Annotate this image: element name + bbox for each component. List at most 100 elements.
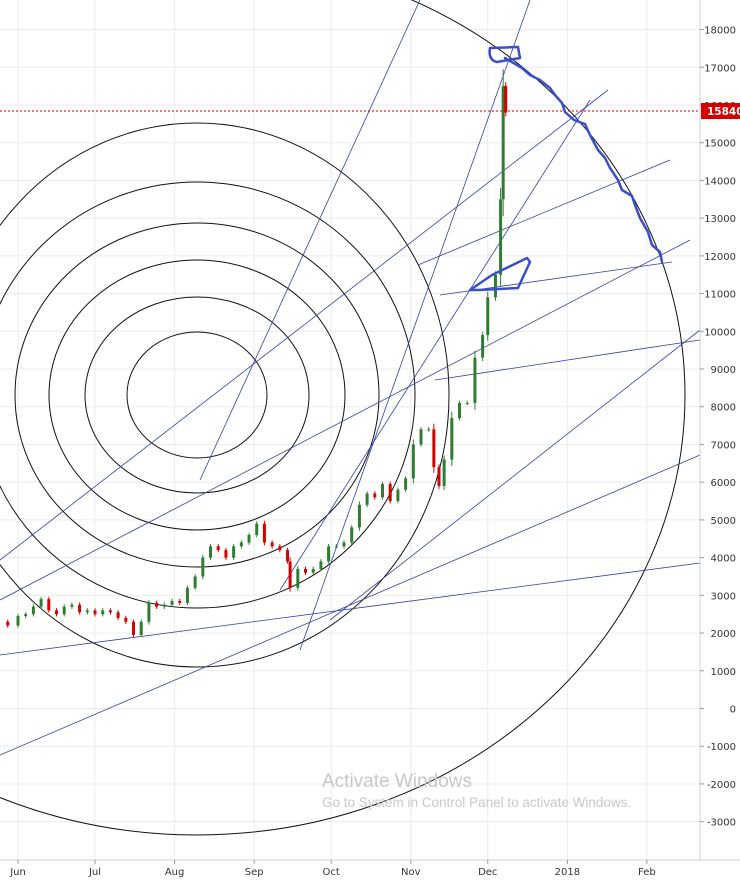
drawn-circle [48, 259, 346, 531]
trend-line [0, 562, 701, 656]
candle-body [162, 604, 166, 607]
candle-body [411, 444, 415, 479]
candle-body [78, 604, 82, 613]
x-tick-label: Jul [88, 867, 101, 878]
candle-body [155, 602, 159, 607]
y-tick-label: 8000 [711, 403, 736, 414]
candle-body [139, 621, 143, 635]
x-tick-label: Nov [401, 867, 421, 878]
candle-body [6, 621, 10, 626]
candle-body [70, 604, 74, 607]
y-tick-label: 0 [730, 705, 736, 716]
drawn-circle [14, 222, 380, 568]
candle-body [101, 610, 105, 615]
x-tick-label: Jun [9, 867, 26, 878]
candle-body [373, 493, 377, 498]
candle-body [216, 546, 220, 551]
candle-body [465, 402, 469, 404]
candle-body [334, 546, 338, 548]
trend-line [417, 159, 671, 266]
drawn-triangle [468, 256, 532, 292]
candle-body [224, 550, 228, 558]
candle-body [450, 418, 454, 460]
y-tick-label: 1000 [711, 667, 736, 678]
candle-body [442, 459, 446, 486]
candle-body [201, 557, 205, 577]
candle-body [357, 504, 361, 528]
candle-body [473, 357, 477, 403]
y-tick-label: -1000 [707, 742, 736, 753]
trend-line [279, 99, 591, 591]
candle-body [278, 546, 282, 551]
y-tick-label: 5000 [711, 516, 736, 527]
candle-body [16, 616, 20, 626]
y-tick-label: 4000 [711, 554, 736, 565]
hand-drawn-annotations [468, 45, 664, 292]
x-tick-label: Dec [478, 867, 497, 878]
candle-body [286, 550, 290, 562]
y-tick-label: 18000 [704, 26, 736, 37]
x-tick-label: Feb [638, 867, 656, 878]
candlesticks [6, 69, 508, 638]
candle-body [239, 542, 243, 547]
watermark-subtitle: Go to System in Control Panel to activat… [322, 795, 631, 810]
y-tick-label: 6000 [711, 478, 736, 489]
y-tick-label: 13000 [704, 214, 736, 225]
candle-body [365, 493, 369, 505]
y-axis-ticks: 1800017000160001500014000130001200011000… [700, 26, 736, 829]
candle-body [108, 610, 112, 613]
candle-body [499, 199, 503, 275]
x-tick-label: Aug [165, 867, 185, 878]
candle-body [116, 612, 120, 618]
trend-line [199, 0, 421, 481]
y-tick-label: 15000 [704, 139, 736, 150]
candle-body [170, 600, 174, 605]
drawn-circle [0, 0, 686, 836]
candle-body [147, 602, 151, 622]
candle-body [39, 599, 43, 607]
candle-body [327, 546, 331, 562]
candle-body [31, 606, 35, 615]
current-price-tag: 15840 [701, 103, 740, 120]
candle-body [93, 610, 97, 615]
drawn-circle [0, 181, 416, 609]
candle-body [501, 86, 505, 200]
candle-body [255, 523, 259, 535]
candle-body [319, 561, 323, 569]
candle-body [296, 568, 300, 588]
y-tick-label: 12000 [704, 252, 736, 263]
y-tick-label: 7000 [711, 440, 736, 451]
candle-body [288, 561, 292, 588]
y-tick-label: 3000 [711, 591, 736, 602]
candle-body [209, 546, 213, 558]
candle-body [427, 429, 431, 431]
candle-body [342, 542, 346, 547]
candle-body [62, 606, 66, 615]
drawn-circle [126, 331, 268, 459]
x-tick-label: Sep [245, 867, 264, 878]
candle-body [55, 610, 59, 615]
y-tick-label: 11000 [704, 290, 736, 301]
x-axis-ticks: Jun Jul Aug Sep Oct Nov Dec 2018 Feb [9, 860, 656, 878]
plot-area[interactable] [0, 0, 700, 860]
trend-line [0, 454, 701, 756]
candle-body [437, 467, 441, 486]
candle-body [262, 523, 266, 543]
candle-body [486, 297, 490, 336]
drawn-circle [84, 296, 310, 494]
y-tick-label: -2000 [707, 780, 736, 791]
candle-body [350, 527, 354, 543]
candle-body [24, 614, 28, 617]
candle-body [458, 402, 462, 419]
drawn-path [503, 56, 664, 264]
drawn-trendlines [0, 0, 701, 756]
candle-body [85, 610, 89, 613]
trend-line [0, 239, 691, 601]
candle-body [381, 484, 385, 498]
trend-line [0, 89, 609, 561]
current-price-label: 15840 [707, 106, 740, 118]
candle-body [232, 546, 236, 558]
x-tick-label: Oct [323, 867, 340, 878]
grid-lines [0, 0, 700, 860]
